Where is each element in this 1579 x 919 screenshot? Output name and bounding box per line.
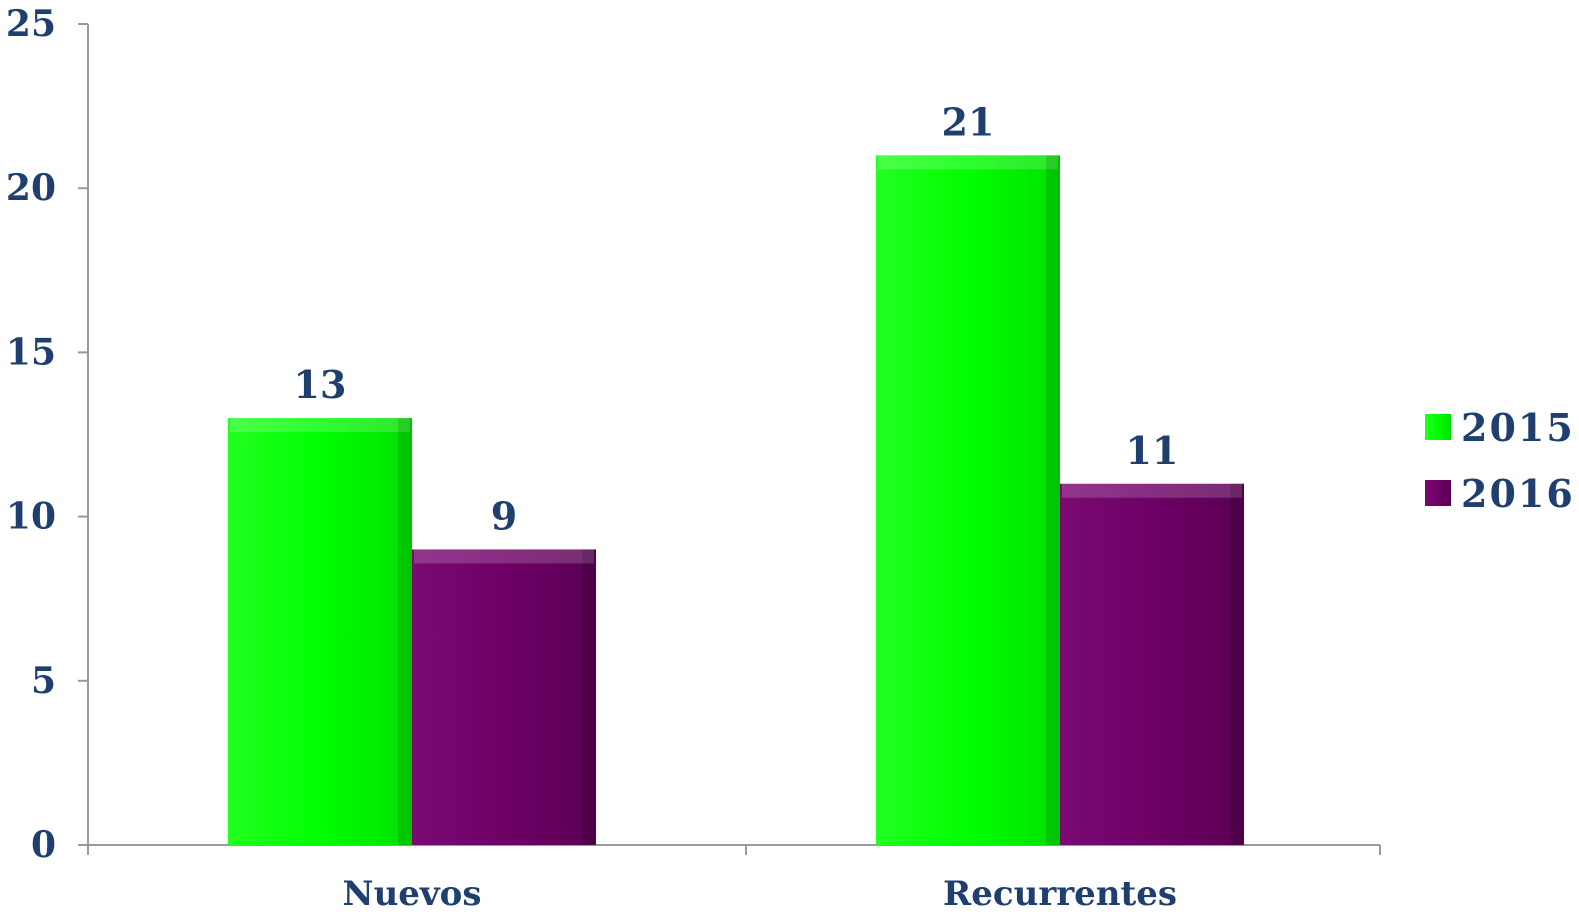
bar-bevel-right — [398, 418, 412, 845]
bar-2016-recurrentes — [1060, 483, 1244, 845]
legend-label: 2016 — [1461, 471, 1575, 516]
data-label: 21 — [942, 99, 995, 144]
legend-swatch-2016 — [1425, 480, 1451, 506]
bar-2015-recurrentes — [876, 155, 1060, 846]
legend-label: 2015 — [1461, 405, 1575, 450]
x-category-label: Nuevos — [342, 874, 481, 914]
bar-bevel-top — [414, 549, 594, 564]
y-tick-label: 5 — [31, 660, 56, 702]
y-tick-label: 0 — [31, 824, 56, 866]
data-label: 11 — [1126, 428, 1179, 473]
bar-bevel-top — [1062, 483, 1242, 498]
x-category-label: Recurrentes — [943, 874, 1177, 914]
bar-bevel-right — [1046, 155, 1060, 846]
y-tick-label: 15 — [6, 331, 56, 373]
bar-bevel-right — [1230, 483, 1244, 845]
y-tick-label: 10 — [6, 496, 56, 538]
bar-2016-nuevos — [412, 549, 596, 845]
y-tick-label: 25 — [6, 3, 56, 45]
bar-bevel-right — [582, 549, 596, 845]
data-label: 9 — [491, 493, 517, 538]
bar-bevel-top — [878, 155, 1058, 170]
y-tick-label: 20 — [6, 167, 56, 209]
bar-bevel-top — [230, 418, 410, 433]
data-label: 13 — [294, 362, 347, 407]
legend-swatch-2015 — [1425, 414, 1451, 440]
bar-2015-nuevos — [228, 418, 412, 845]
